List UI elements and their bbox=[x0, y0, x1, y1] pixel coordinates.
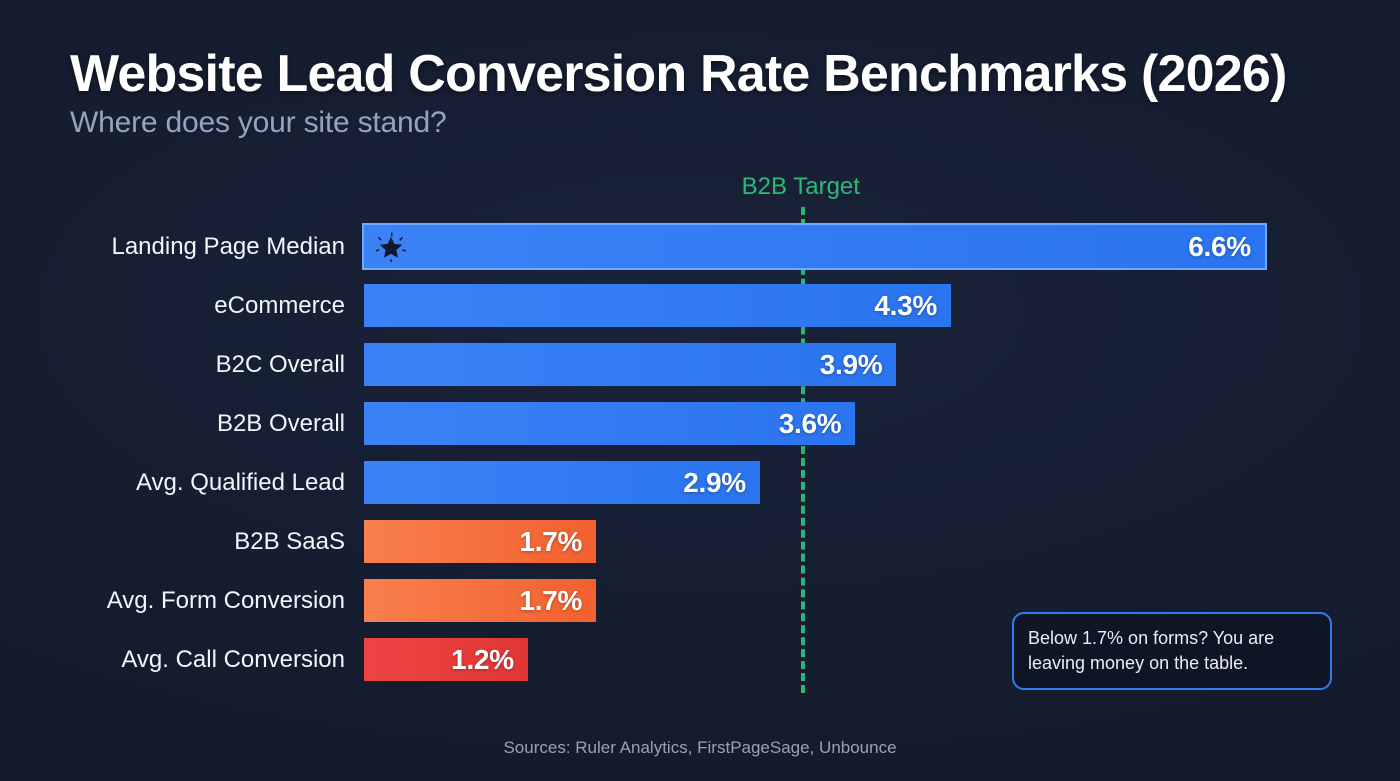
bar-row: eCommerce 4.3% bbox=[0, 284, 1400, 327]
bar: 2.9% bbox=[364, 461, 760, 504]
bar-track: 2.9% bbox=[364, 461, 1400, 504]
bar-track: 3.9% bbox=[364, 343, 1400, 386]
b2b-target-label: B2B Target bbox=[741, 173, 860, 200]
bar-row: Landing Page Median 6.6% bbox=[0, 225, 1400, 268]
bar-category-label: B2B Overall bbox=[216, 409, 345, 437]
bar: 3.9% bbox=[364, 343, 897, 386]
bar-category-label: Avg. Qualified Lead bbox=[135, 468, 345, 496]
bar-chart: B2B Target Landing Page Median 6.6% eComme… bbox=[0, 173, 1400, 693]
bar-track: 4.3% bbox=[364, 284, 1400, 327]
bar-track: 3.6% bbox=[364, 402, 1400, 445]
sources-text: Sources: Ruler Analytics, FirstPageSage,… bbox=[503, 738, 897, 757]
header: Website Lead Conversion Rate Benchmarks … bbox=[70, 45, 1287, 140]
bar-row: B2B Overall 3.6% bbox=[0, 402, 1400, 445]
sparkle-star-icon bbox=[375, 232, 406, 263]
bar-value-label: 1.2% bbox=[451, 643, 514, 675]
bar: 1.2% bbox=[364, 638, 528, 681]
page-title: Website Lead Conversion Rate Benchmarks … bbox=[70, 45, 1287, 103]
bar-category-label: eCommerce bbox=[214, 291, 345, 319]
bar-track: 1.2% bbox=[364, 638, 1400, 681]
page-subtitle: Where does your site stand? bbox=[70, 106, 447, 140]
bar: 6.6% bbox=[364, 225, 1265, 268]
bar-value-label: 3.6% bbox=[778, 407, 842, 439]
b2b-target-line bbox=[800, 207, 805, 693]
bar-category-label: B2C Overall bbox=[215, 350, 345, 378]
bar-category-label: Landing Page Median bbox=[111, 232, 345, 260]
bar: 1.7% bbox=[364, 579, 597, 622]
bar-value-label: 6.6% bbox=[1188, 230, 1251, 262]
bar-category-label: Avg. Call Conversion bbox=[121, 645, 345, 673]
bar-row: B2B SaaS 1.7% bbox=[0, 520, 1400, 563]
bar-category-label: B2B SaaS bbox=[234, 527, 345, 555]
bar: 3.6% bbox=[364, 402, 856, 445]
bar: 4.3% bbox=[364, 284, 951, 327]
bar: 1.7% bbox=[364, 520, 597, 563]
bar-value-label: 1.7% bbox=[519, 525, 583, 557]
bar-value-label: 2.9% bbox=[683, 466, 746, 498]
sources-footer: Sources: Ruler Analytics, FirstPageSage,… bbox=[0, 738, 1400, 758]
bar-value-label: 1.7% bbox=[519, 584, 583, 616]
bar-row: Avg. Call Conversion 1.2% bbox=[0, 638, 1400, 681]
bar-value-label: 4.3% bbox=[874, 289, 937, 321]
bar-row: Avg. Qualified Lead 2.9% bbox=[0, 461, 1400, 504]
bar-track: 1.7% bbox=[364, 520, 1400, 563]
bar-value-label: 3.9% bbox=[819, 348, 883, 380]
bar-track: 6.6% bbox=[364, 225, 1400, 268]
callout-box: Below 1.7% on forms? You are leaving mon… bbox=[1012, 612, 1332, 690]
callout-text: Below 1.7% on forms? You are leaving mon… bbox=[1028, 628, 1275, 673]
bar-track: 1.7% bbox=[364, 579, 1400, 622]
bar-row: Avg. Form Conversion 1.7% bbox=[0, 579, 1400, 622]
bar-category-label: Avg. Form Conversion bbox=[106, 586, 345, 614]
bar-row: B2C Overall 3.9% bbox=[0, 343, 1400, 386]
